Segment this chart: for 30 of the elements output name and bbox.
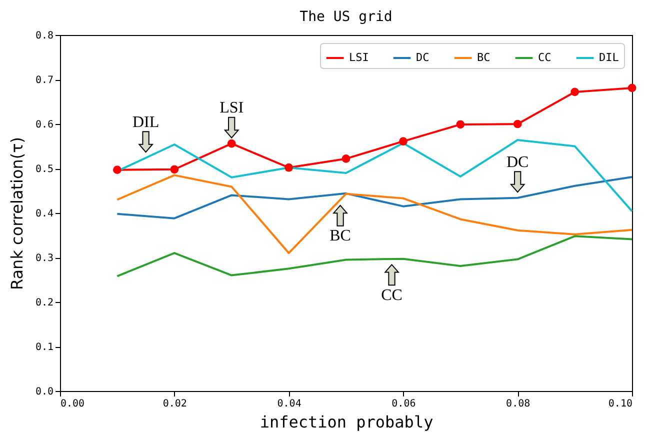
y-tick-label: 0.4 bbox=[35, 208, 54, 220]
legend-label: DC bbox=[416, 51, 430, 64]
x-tick-label: 0.04 bbox=[277, 398, 302, 410]
y-tick-label: 0.6 bbox=[35, 120, 54, 130]
y-tick-label: 0.8 bbox=[35, 30, 54, 42]
legend-label: DIL bbox=[599, 51, 620, 64]
line-series bbox=[116, 176, 633, 220]
y-tick-label: 0.3 bbox=[35, 253, 54, 264]
x-tick-label: 0.06 bbox=[392, 398, 416, 410]
line-series bbox=[116, 174, 633, 254]
x-tick-label: 0.02 bbox=[162, 398, 187, 410]
annotation: LSI bbox=[220, 100, 244, 117]
chart-title: The US grid bbox=[300, 9, 392, 25]
y-tick-label: 0.0 bbox=[35, 386, 54, 398]
y-tick-label: 0.7 bbox=[35, 75, 54, 86]
y-tick-label: 0.5 bbox=[35, 164, 54, 175]
annotation: BC bbox=[330, 228, 351, 245]
y-axis-title: Rank correlation(τ) bbox=[7, 136, 26, 290]
x-tick-label: 0.08 bbox=[506, 398, 530, 410]
annotation: CC bbox=[381, 286, 402, 304]
x-tick-label: 0.10 bbox=[608, 398, 632, 410]
legend-label: LSI bbox=[349, 51, 369, 64]
annotation: DIL bbox=[132, 114, 160, 131]
annotation: DC bbox=[506, 154, 529, 171]
legend-label: CC bbox=[538, 51, 552, 64]
x-axis-title: infection probably bbox=[260, 412, 434, 432]
y-tick-label: 0.1 bbox=[35, 342, 54, 353]
x-tick-label: 0.00 bbox=[60, 398, 85, 410]
y-tick-label: 0.2 bbox=[35, 298, 54, 308]
legend-label: BC bbox=[477, 51, 490, 64]
